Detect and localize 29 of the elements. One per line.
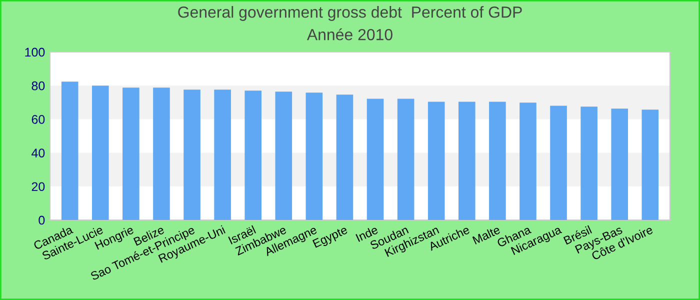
- bar: [611, 108, 628, 220]
- y-tick-label: 60: [32, 115, 45, 124]
- bar: [153, 88, 170, 220]
- bar: [397, 98, 414, 220]
- y-tick-label: 80: [32, 81, 45, 90]
- y-tick-label: 40: [32, 148, 45, 158]
- y-tick-label: 0: [38, 216, 45, 225]
- chart-subtitle: Année 2010: [306, 28, 392, 40]
- bar: [428, 102, 445, 220]
- bar: [366, 98, 384, 220]
- bar: [550, 106, 567, 220]
- x-tick-label: Malte: [472, 225, 501, 245]
- bar: [306, 92, 323, 220]
- bar: [275, 92, 292, 220]
- bar: [336, 94, 354, 220]
- bar: [520, 102, 536, 220]
- bar: [214, 90, 231, 220]
- bar: [184, 90, 200, 220]
- bar: [92, 86, 109, 220]
- y-tick-label: 100: [25, 48, 45, 57]
- bar: [489, 102, 506, 220]
- chart-title: General government gross debt Percent of GDP: [178, 6, 522, 21]
- y-tick-label: 20: [32, 182, 45, 192]
- bar: [580, 106, 598, 220]
- bar: [642, 110, 659, 220]
- bar: [458, 102, 476, 220]
- bar: [244, 90, 262, 220]
- bar: [122, 88, 140, 220]
- bar: [61, 82, 78, 220]
